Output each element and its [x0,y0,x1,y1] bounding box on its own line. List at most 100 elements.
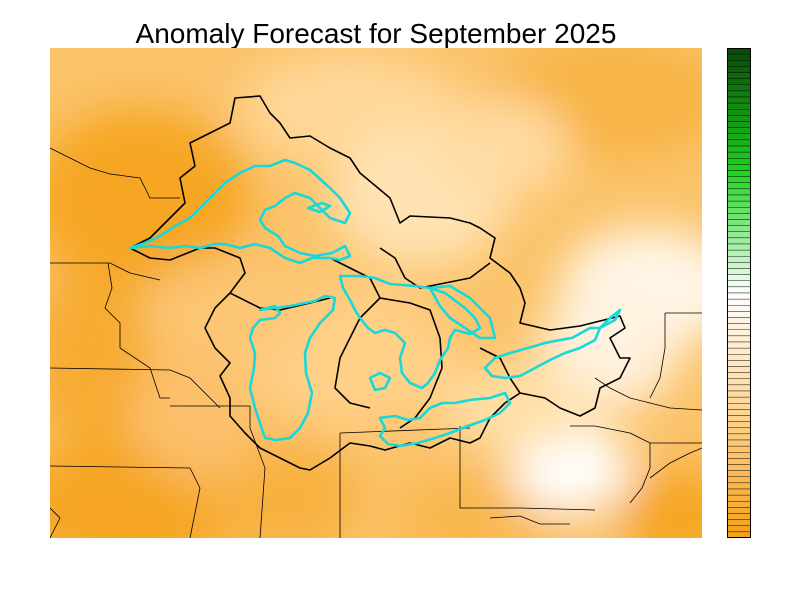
colorbar-level [727,378,751,386]
colorbar-level [727,262,751,269]
colorbar-level [727,366,751,373]
state-line-ny-south [570,425,702,444]
basin-outer-boundary [129,95,631,471]
colorbar-level [727,90,751,98]
colorbar-level [727,115,751,122]
colorbar-level [727,347,751,355]
colorbar-level [727,256,751,263]
basin-divide-michigan [329,257,381,409]
colorbar-level [727,360,751,367]
colorbar-level [727,78,751,85]
colorbar-level [727,133,751,141]
colorbar-level [727,170,751,177]
colorbar-level [727,421,751,428]
colorbar-level [727,274,751,281]
state-boundaries [50,147,702,538]
colorbar-level [727,292,751,300]
colorbar-level [727,176,751,183]
state-line-mn-north [50,262,161,281]
colorbar-level [727,194,751,202]
colorbar-level [727,249,751,257]
colorbar-level [727,519,751,526]
colorbar-level [727,268,751,275]
colorbar-level [727,525,751,533]
colorbar-level [727,188,751,196]
colorbar-level [727,458,751,465]
canada-us-border-west [50,147,180,199]
colorbar-level [727,433,751,441]
lake-superior [128,158,352,265]
state-line-southwest [50,507,61,538]
colorbar-level [727,158,751,165]
lake-michigan [248,294,337,442]
basin-divide-erie-ontario [479,347,521,394]
anomaly-field-blobs [50,48,702,538]
colorbar-level [727,354,751,361]
colorbar-level [727,464,751,471]
colorbar-level [727,470,751,477]
colorbar-level [727,396,751,404]
colorbar-level [727,151,751,159]
colorbar-level [727,213,751,220]
colorbar-level [727,494,751,502]
state-line-vt-nh [649,313,666,399]
colorbar-level [727,439,751,447]
anomaly-map-svg [50,48,702,538]
state-line-pa [459,426,596,511]
colorbar-level [727,286,751,294]
colorbar-level [727,317,751,324]
colorbar-level [727,311,751,318]
state-line-ia-mo [50,465,201,538]
colorbar-level [727,102,751,110]
colorbar-level [727,60,751,67]
colorbar-level [727,531,751,538]
basin-outline [129,95,631,471]
map-title: Anomaly Forecast for September 2025 [135,18,617,49]
colorbar-level [727,513,751,520]
colorbar-level [727,84,751,92]
state-line-ny-pa [594,377,702,411]
colorbar-level [727,127,751,134]
colorbar-level [727,415,751,422]
colorbar-level [727,139,751,147]
colorbar-level [727,305,751,312]
colorbar-level [727,231,751,239]
lake-erie [378,391,512,448]
colorbar-level [727,507,751,514]
state-line-ia-north [50,367,221,409]
colorbar-level [727,219,751,226]
colorbar-level [727,121,751,128]
basin-divide-superior-huron [379,247,491,289]
isle-royale [306,201,332,214]
colorbar-level [727,207,751,214]
colorbar-level [727,109,751,116]
anomaly-colorbar [727,48,751,538]
colorbar-level [727,390,751,398]
colorbar-level [727,164,751,171]
anomaly-map [50,48,702,538]
colorbar-level [727,403,751,410]
colorbar-level [727,335,751,343]
colorbar-level [727,329,751,337]
lake-ontario [483,326,602,380]
colorbar-svg [727,48,751,538]
state-line-mn-wi [104,262,170,399]
basin-divide-huron [379,297,443,429]
georgian-bay [428,284,497,340]
colorbar-level [727,482,751,490]
colorbar-level [727,280,751,288]
colorbar-level [727,66,751,73]
great-lakes [128,158,622,448]
colorbar-level [727,72,751,79]
st-lawrence-outlet [598,308,622,330]
colorbar-level [727,237,751,245]
colorbar-level [727,476,751,484]
colorbar-level [727,243,751,251]
colorbar-level [727,452,751,459]
state-line-nj [629,443,651,504]
colorbar-level [727,225,751,232]
anomaly-field [50,48,702,538]
colorbar-level [727,501,751,508]
lake-st-clair [368,371,392,392]
colorbar-level [727,53,751,61]
